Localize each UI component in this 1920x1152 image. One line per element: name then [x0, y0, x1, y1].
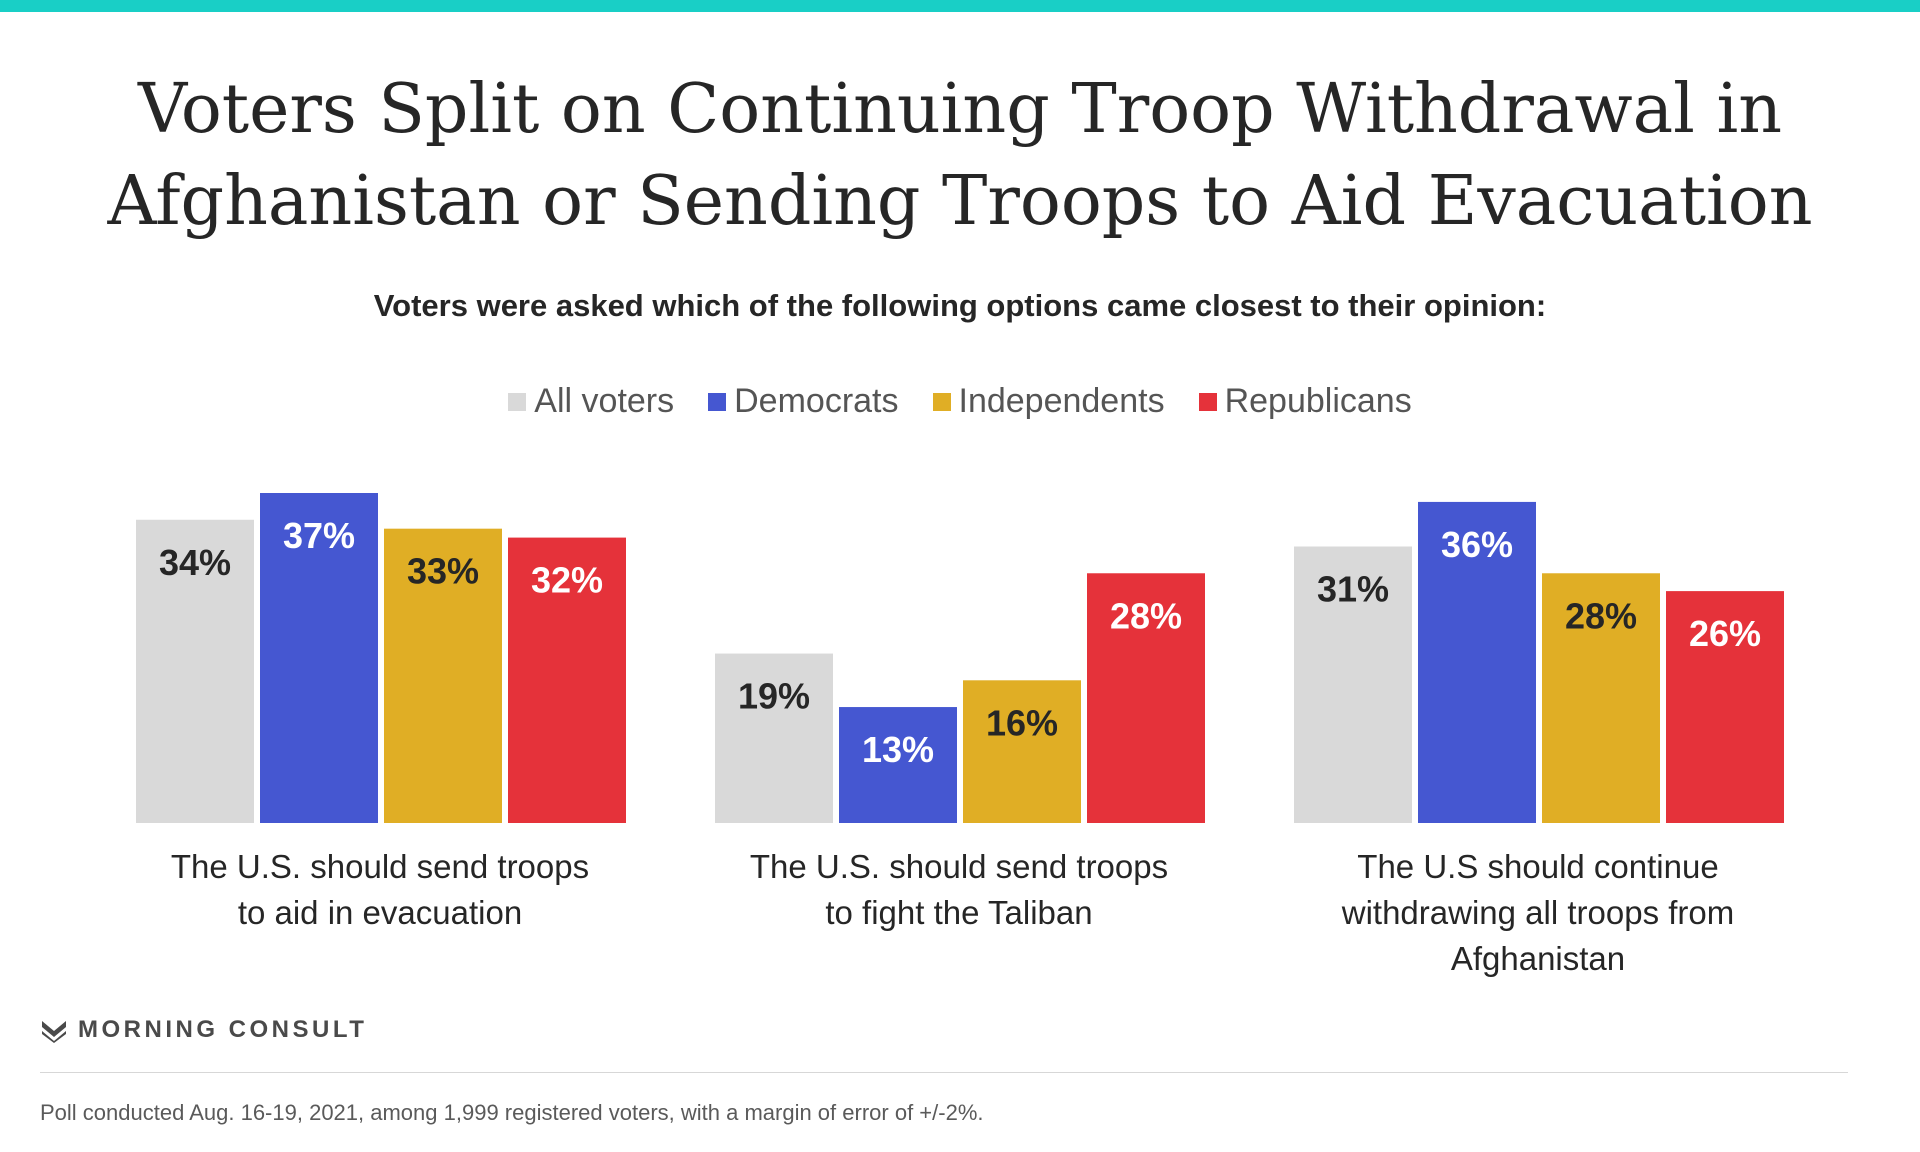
legend-item-all-voters: All voters — [508, 382, 674, 421]
bar-value-label-independents-3: 28% — [1565, 595, 1637, 636]
legend-item-republicans: Republicans — [1198, 382, 1412, 421]
bar-value-label-all-voters-3: 31% — [1317, 569, 1389, 610]
chart-title-line-1: Voters Split on Continuing Troop Withdra… — [137, 70, 1783, 149]
bar-value-label-republicans-2: 28% — [1110, 595, 1182, 636]
bar-value-label-democrats-3: 36% — [1441, 524, 1513, 565]
category-label-line: withdrawing all troops from — [1341, 894, 1735, 931]
morning-consult-logo-icon — [42, 1021, 66, 1043]
bar-republicans-2 — [1087, 573, 1205, 823]
bar-republicans-3 — [1666, 591, 1784, 823]
category-label-aid-evacuation: The U.S. should send troops to aid in ev… — [120, 844, 640, 936]
bar-value-label-republicans-3: 26% — [1689, 613, 1761, 654]
bar-all-voters-3 — [1294, 546, 1412, 823]
category-label-line: The U.S. should send troops — [170, 848, 590, 885]
brand-name: MORNING CONSULT — [78, 1016, 368, 1043]
bar-independents-2 — [963, 680, 1081, 823]
bar-value-label-all-voters-1: 34% — [159, 542, 231, 583]
legend-label-republicans: Republicans — [1224, 382, 1412, 420]
legend-item-democrats: Democrats — [708, 382, 899, 421]
category-label-line: Afghanistan — [1450, 940, 1626, 977]
category-label-continue-withdrawal: The U.S should continue withdrawing all … — [1278, 844, 1798, 982]
brand-logo: MORNING CONSULT — [40, 1016, 367, 1044]
bar-democrats-1 — [260, 493, 378, 823]
legend-label-all-voters: All voters — [534, 382, 675, 420]
bar-republicans-1 — [508, 537, 626, 823]
legend-swatch-independents — [932, 392, 951, 411]
category-label-line: to fight the Taliban — [825, 894, 1093, 931]
footnote: Poll conducted Aug. 16-19, 2021, among 1… — [40, 1100, 984, 1125]
bar-all-voters-1 — [136, 519, 254, 823]
legend-swatch-all-voters — [508, 392, 527, 411]
chart-title-line-2: Afghanistan or Sending Troops to Aid Eva… — [107, 162, 1813, 241]
legend: All voters Democrats Independents Republ… — [0, 382, 1920, 421]
bar-value-label-democrats-1: 37% — [283, 515, 355, 556]
bar-democrats-2 — [839, 707, 957, 823]
category-label-line: to aid in evacuation — [237, 894, 523, 931]
bar-value-label-independents-2: 16% — [986, 702, 1058, 743]
bar-independents-1 — [384, 528, 502, 823]
category-label-line: The U.S. should send troops — [749, 848, 1169, 885]
chart-title: Voters Split on Continuing Troop Withdra… — [0, 64, 1920, 248]
bar-democrats-3 — [1418, 501, 1536, 823]
category-label-line: The U.S should continue — [1357, 848, 1719, 885]
legend-label-independents: Independents — [958, 382, 1165, 420]
legend-item-independents: Independents — [932, 382, 1165, 421]
chart-subtitle: Voters were asked which of the following… — [373, 288, 1547, 323]
category-label-fight-taliban: The U.S. should send troops to fight the… — [699, 844, 1219, 936]
bar-value-label-all-voters-2: 19% — [738, 676, 810, 717]
top-accent-bar — [0, 0, 1920, 12]
legend-swatch-democrats — [708, 392, 727, 411]
bar-independents-3 — [1542, 573, 1660, 823]
legend-label-democrats: Democrats — [734, 382, 899, 420]
bar-all-voters-2 — [715, 653, 833, 823]
bar-value-label-republicans-1: 32% — [531, 560, 603, 601]
legend-swatch-republicans — [1198, 392, 1217, 411]
bar-value-label-democrats-2: 13% — [862, 729, 934, 770]
footer-divider — [40, 1072, 1848, 1073]
bar-value-label-independents-1: 33% — [407, 551, 479, 592]
